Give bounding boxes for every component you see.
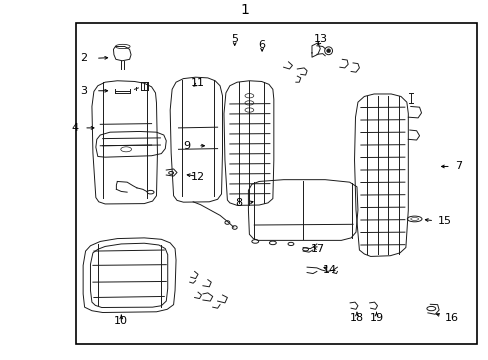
Text: 6: 6 — [258, 40, 265, 50]
Text: 17: 17 — [310, 244, 325, 254]
Text: 14: 14 — [322, 265, 336, 275]
Text: 10: 10 — [114, 316, 128, 326]
Text: 16: 16 — [444, 313, 458, 323]
Text: 7: 7 — [454, 161, 461, 171]
Text: 2: 2 — [80, 53, 87, 63]
Text: 13: 13 — [313, 34, 327, 44]
Text: 1: 1 — [240, 3, 248, 17]
Text: 15: 15 — [437, 216, 451, 226]
Text: 12: 12 — [190, 172, 204, 182]
Text: 18: 18 — [349, 313, 363, 323]
Text: 19: 19 — [369, 313, 383, 323]
Text: 9: 9 — [183, 141, 190, 151]
Ellipse shape — [326, 49, 330, 53]
Text: 3: 3 — [80, 86, 87, 96]
Bar — [76, 23, 476, 344]
Text: 5: 5 — [231, 34, 238, 44]
Text: 4: 4 — [71, 123, 78, 133]
Text: 8: 8 — [234, 198, 242, 208]
Text: 11: 11 — [190, 78, 204, 88]
